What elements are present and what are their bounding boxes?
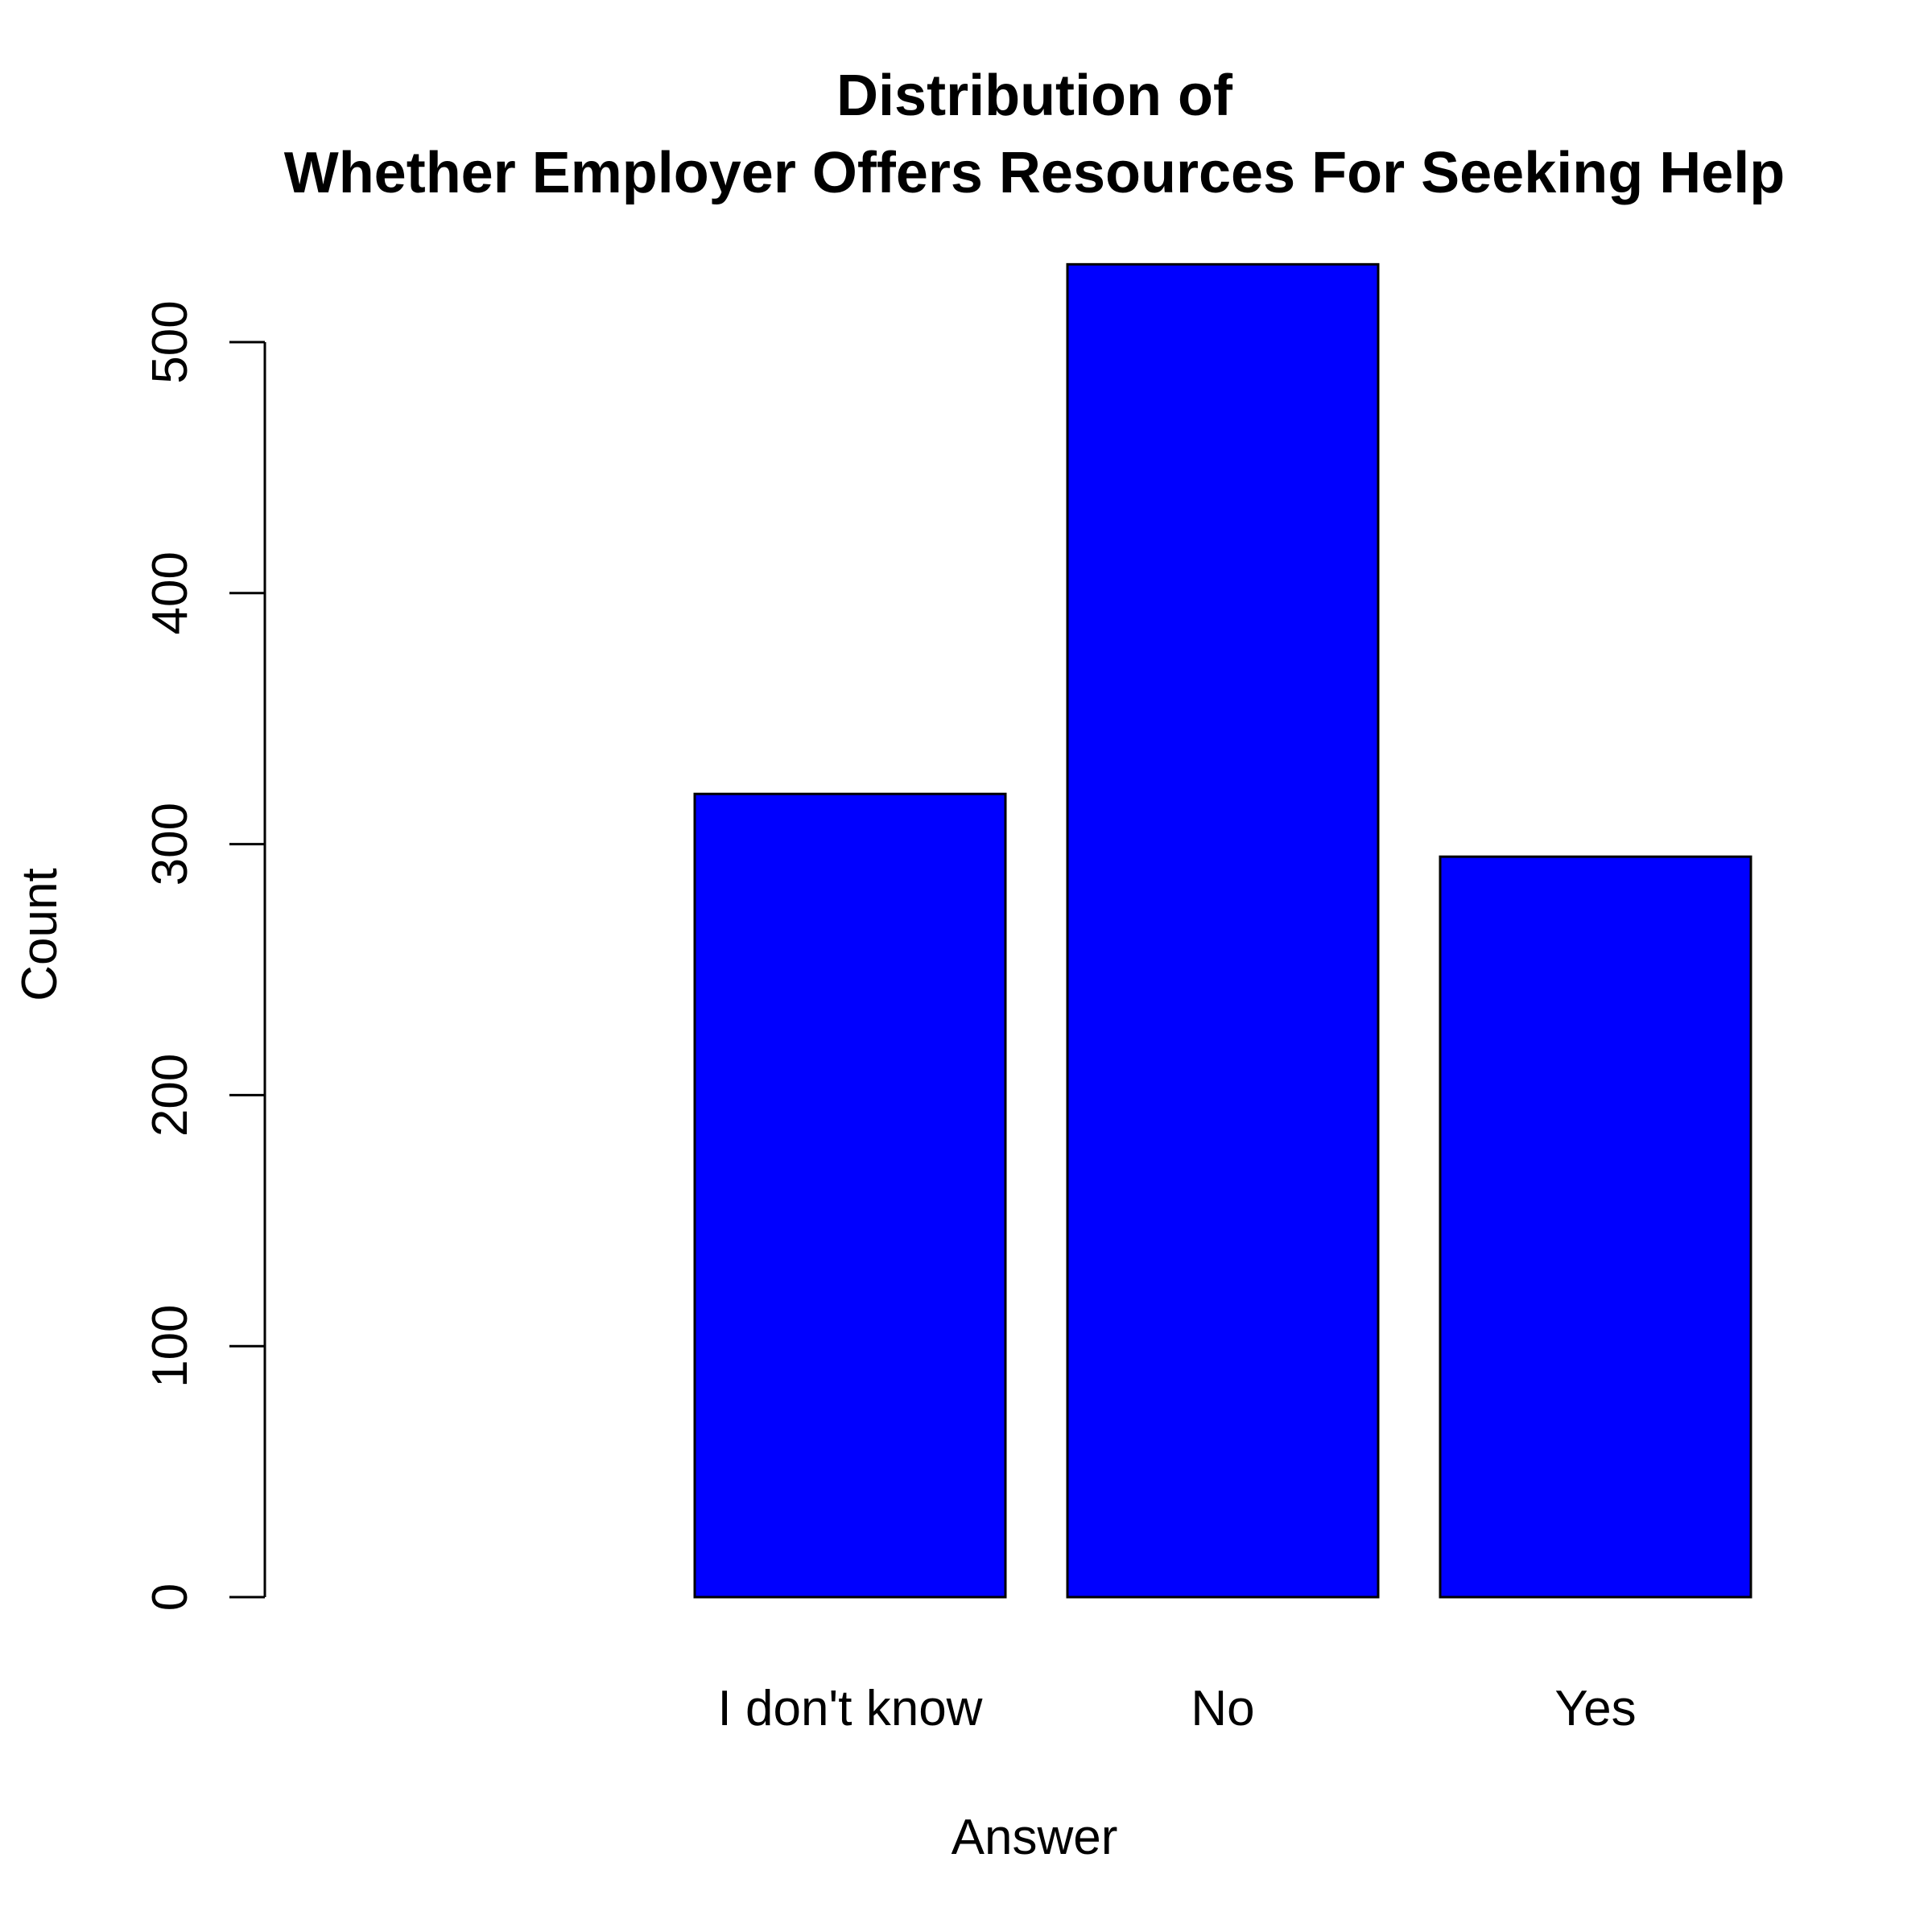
x-tick-label: Yes [1554,1681,1636,1736]
bar [1439,855,1752,1599]
x-tick-label: No [1191,1681,1254,1736]
y-tick-label: 0 [142,1583,198,1611]
y-axis-ticks: 0 100 200 300 400 500 [142,300,265,1611]
bar [1066,262,1380,1599]
y-axis: 0 100 200 300 400 500 [142,300,266,1611]
y-axis-title: Count [12,868,68,1001]
y-tick-label: 500 [142,300,198,383]
x-axis-title: Answer [952,1810,1118,1865]
bars [693,262,1752,1599]
y-tick-label: 100 [142,1304,198,1387]
y-tick-label: 300 [142,803,198,886]
chart-subtitle: Whether Employer Offers Resources For Se… [284,141,1785,205]
bar [693,792,1007,1599]
x-axis-category-labels: I don't know No Yes [718,1681,1637,1736]
y-tick-label: 400 [142,551,198,634]
x-tick-label: I don't know [718,1681,983,1736]
y-tick-label: 200 [142,1054,198,1137]
chart-title: Distribution of [836,64,1233,128]
